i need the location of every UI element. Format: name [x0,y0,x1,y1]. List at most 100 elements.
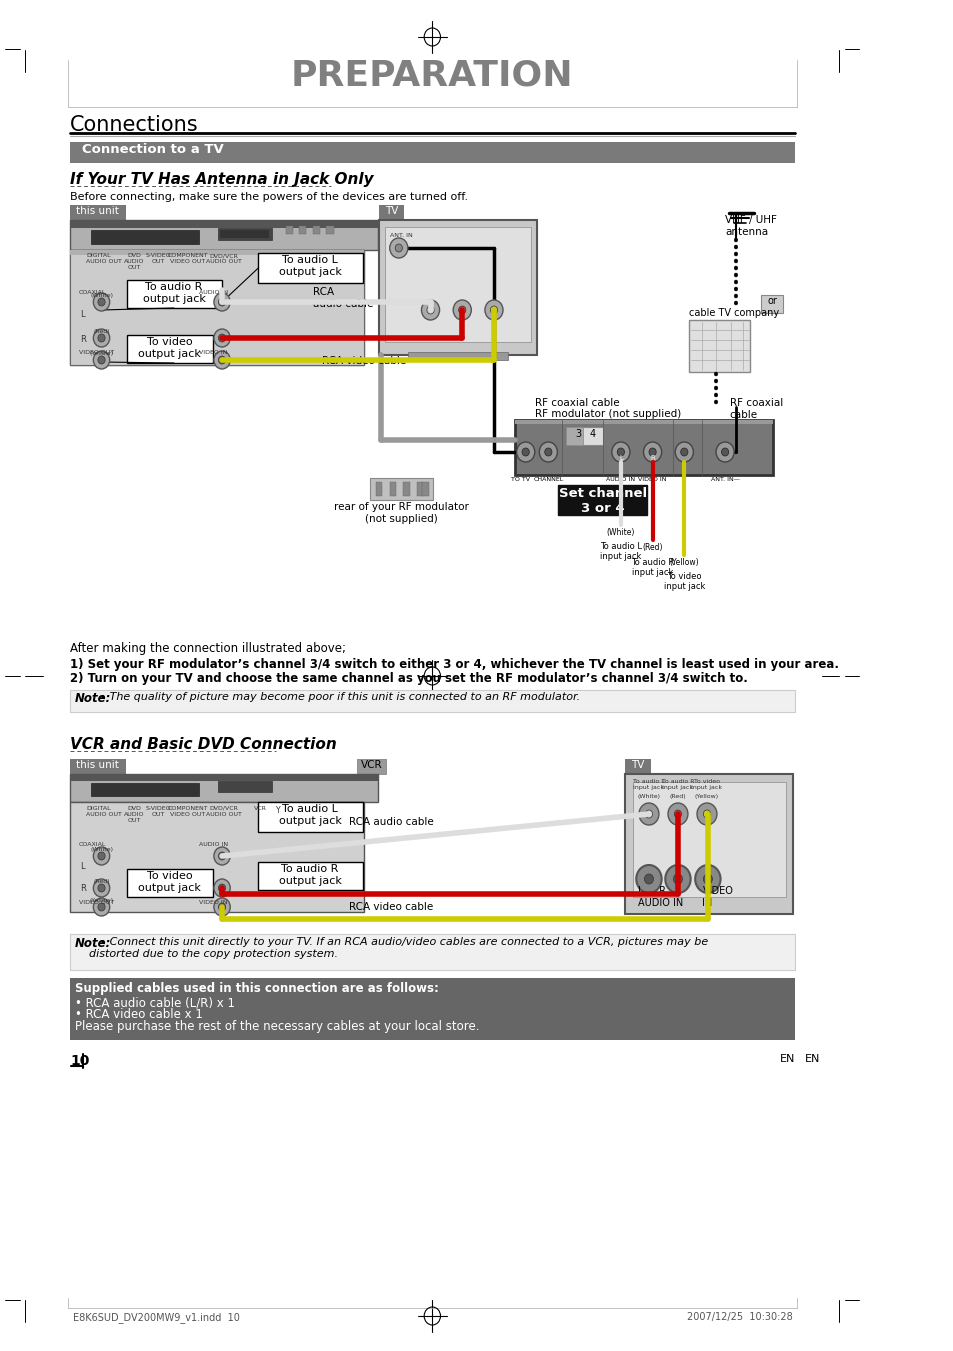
Bar [70,220,377,228]
Text: input jack: input jack [661,785,693,790]
Bar [70,802,364,912]
Text: Note:: Note: [75,938,112,950]
Text: 2) Turn on your TV and choose the same channel as you set the RF modulator’s cha: 2) Turn on your TV and choose the same c… [70,671,747,685]
Text: EN: EN [804,1054,820,1065]
Bar [416,482,423,496]
Bar [390,482,395,496]
Text: this unit: this unit [76,205,119,216]
Circle shape [636,865,661,893]
Bar [127,280,222,308]
Text: Note:: Note: [75,692,112,705]
Text: (Yellow): (Yellow) [694,794,719,798]
Text: To video
output jack: To video output jack [138,336,201,358]
Bar [70,978,794,1040]
Text: VCR and Basic DVD Connection: VCR and Basic DVD Connection [70,738,336,753]
Text: DVD/VCR
AUDIO OUT: DVD/VCR AUDIO OUT [206,807,241,817]
Text: (White): (White) [606,528,635,536]
Text: Connection to a TV: Connection to a TV [82,143,223,155]
Circle shape [213,293,230,311]
Circle shape [734,273,737,277]
Bar [258,802,362,832]
Circle shape [213,880,230,897]
Circle shape [544,449,552,457]
Circle shape [218,357,226,363]
Circle shape [714,400,717,404]
Circle shape [697,802,717,825]
Circle shape [643,442,661,462]
Bar [566,427,582,444]
Text: • RCA audio cable (L/R) x 1: • RCA audio cable (L/R) x 1 [75,996,235,1009]
Text: If Your TV Has Antenna in Jack Only: If Your TV Has Antenna in Jack Only [70,172,373,186]
Bar [375,482,382,496]
Bar [760,295,782,313]
Text: To audio R
output jack: To audio R output jack [278,865,341,886]
Text: VIDEO OUT: VIDEO OUT [79,900,114,905]
Circle shape [667,802,687,825]
Circle shape [213,847,230,865]
Text: this unit: this unit [76,761,119,770]
Text: (White): (White) [90,293,112,299]
Circle shape [648,449,656,457]
Text: 4: 4 [589,430,595,439]
Circle shape [538,442,557,462]
Circle shape [213,330,230,347]
Text: DIGITAL
AUDIO OUT: DIGITAL AUDIO OUT [86,807,122,817]
Circle shape [695,865,720,893]
Text: R: R [80,884,86,893]
Circle shape [458,305,465,313]
Text: • Connect this unit directly to your TV. If an RCA audio/video cables are connec: • Connect this unit directly to your TV.… [75,938,708,959]
Bar [127,869,213,897]
Text: RCA video cable: RCA video cable [321,357,406,366]
Bar [403,482,409,496]
Text: ANT. IN: ANT. IN [390,232,412,238]
Circle shape [218,902,226,911]
Text: (Yellow): (Yellow) [669,558,699,567]
Circle shape [734,253,737,255]
Text: (Red): (Red) [93,330,110,334]
Text: DVD/VCR
AUDIO OUT: DVD/VCR AUDIO OUT [206,253,241,263]
Bar [299,226,306,234]
Text: E8K6SUD_DV200MW9_v1.indd  10: E8K6SUD_DV200MW9_v1.indd 10 [72,1312,239,1323]
Text: VIDEO IN: VIDEO IN [638,477,666,482]
Text: L: L [80,309,84,319]
Circle shape [421,300,439,320]
Text: (Red): (Red) [669,794,685,798]
Bar [258,862,362,890]
Bar [326,226,334,234]
Circle shape [93,847,110,865]
Text: (White): (White) [90,847,112,852]
Text: DVD
AUDIO
OUT: DVD AUDIO OUT [124,807,144,823]
Circle shape [98,299,105,305]
Circle shape [674,811,680,817]
Text: To audio R
output jack: To audio R output jack [142,282,205,304]
Circle shape [93,880,110,897]
Circle shape [390,238,408,258]
Circle shape [680,449,687,457]
Circle shape [517,442,535,462]
Circle shape [98,902,105,911]
Bar [378,220,537,355]
Text: Before connecting, make sure the powers of the devices are turned off.: Before connecting, make sure the powers … [70,192,467,203]
Circle shape [673,874,681,884]
Text: AUDIO IN: AUDIO IN [199,290,229,295]
Bar [688,320,750,372]
Bar [70,774,377,802]
Bar [70,250,364,365]
Text: 1) Set your RF modulator’s channel 3/4 switch to either 3 or 4, whichever the TV: 1) Set your RF modulator’s channel 3/4 s… [70,658,838,671]
Circle shape [98,852,105,861]
Bar [285,226,293,234]
Circle shape [734,286,737,290]
Circle shape [716,442,734,462]
Text: VCR: VCR [253,807,266,811]
Text: COAXIAL: COAXIAL [79,290,106,295]
Circle shape [218,334,226,342]
Bar [220,230,269,238]
Circle shape [395,245,402,253]
Text: VIDEO IN: VIDEO IN [199,900,228,905]
Bar [625,759,650,774]
Text: To audio R
input jack: To audio R input jack [630,558,674,577]
Circle shape [644,811,652,817]
Bar [258,253,362,282]
Bar [558,485,646,515]
Bar [70,205,126,220]
